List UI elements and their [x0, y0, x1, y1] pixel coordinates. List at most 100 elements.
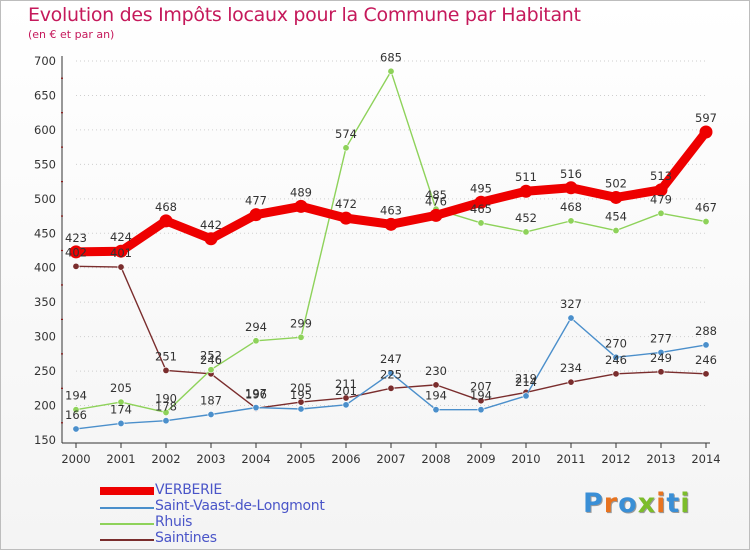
- x-tick-label: 2007: [376, 452, 405, 466]
- data-label: 196: [245, 387, 267, 401]
- data-label: 225: [380, 367, 402, 381]
- y-tick-label: 300: [34, 330, 56, 344]
- data-point: [699, 125, 713, 139]
- y-tick-label: 450: [34, 226, 56, 240]
- x-tick-label: 2002: [151, 452, 180, 466]
- x-tick-label: 2013: [646, 452, 675, 466]
- data-label: 246: [200, 353, 222, 367]
- data-label: 174: [110, 402, 132, 416]
- data-point: [342, 401, 350, 409]
- data-label: 197: [245, 387, 267, 401]
- data-point: [387, 384, 395, 392]
- data-label: 194: [65, 389, 87, 403]
- data-point: [162, 366, 170, 374]
- data-point: [519, 184, 533, 198]
- data-label: 246: [605, 353, 627, 367]
- data-label: 424: [110, 230, 132, 244]
- data-point: [387, 369, 395, 377]
- data-point: [387, 67, 395, 75]
- data-label: 294: [245, 320, 267, 334]
- data-point: [204, 232, 218, 246]
- data-point: [609, 190, 623, 204]
- data-point: [252, 404, 260, 412]
- x-tick-label: 2001: [106, 452, 135, 466]
- x-tick-label: 2003: [196, 452, 225, 466]
- data-point: [474, 195, 488, 209]
- data-point: [432, 381, 440, 389]
- data-point: [339, 211, 353, 225]
- data-label: 277: [650, 331, 672, 345]
- data-label: 454: [605, 210, 627, 224]
- x-tick-label: 2014: [691, 452, 720, 466]
- data-label: 511: [515, 170, 537, 184]
- data-point: [249, 208, 263, 222]
- data-point: [567, 217, 575, 225]
- data-label: 463: [380, 203, 402, 217]
- data-point: [297, 398, 305, 406]
- data-label: 214: [515, 375, 537, 389]
- data-label: 476: [425, 194, 447, 208]
- data-point: [612, 353, 620, 361]
- y-tick-label: 150: [34, 433, 56, 447]
- data-label: 485: [425, 188, 447, 202]
- data-label: 465: [470, 202, 492, 216]
- data-label: 516: [560, 167, 582, 181]
- data-label: 299: [290, 316, 312, 330]
- data-label: 187: [200, 394, 222, 408]
- data-point: [117, 398, 125, 406]
- legend-label: Saint-Vaast-de-Longmont: [155, 498, 325, 514]
- data-point: [162, 408, 170, 416]
- data-label: 246: [695, 353, 717, 367]
- data-point: [72, 425, 80, 433]
- data-label: 401: [110, 246, 132, 260]
- data-point: [477, 406, 485, 414]
- data-label: 219: [515, 371, 537, 385]
- data-label: 472: [335, 197, 357, 211]
- data-label: 574: [335, 127, 357, 141]
- data-label: 247: [380, 352, 402, 366]
- data-point: [477, 219, 485, 227]
- data-point: [69, 245, 83, 259]
- data-label: 178: [155, 400, 177, 414]
- data-label: 452: [515, 211, 537, 225]
- chart-subtitle: (en € et par an): [28, 28, 115, 41]
- chart-title: Evolution des Impôts locaux pour la Comm…: [28, 4, 581, 26]
- x-tick-label: 2012: [601, 452, 630, 466]
- data-label: 234: [560, 361, 582, 375]
- data-point: [117, 419, 125, 427]
- data-point: [384, 217, 398, 231]
- data-point: [297, 333, 305, 341]
- data-point: [207, 411, 215, 419]
- data-label: 327: [560, 297, 582, 311]
- data-label: 166: [65, 408, 87, 422]
- data-label: 205: [110, 381, 132, 395]
- x-tick-label: 2009: [466, 452, 495, 466]
- data-point: [477, 397, 485, 405]
- data-point: [657, 209, 665, 217]
- data-label: 477: [245, 194, 267, 208]
- data-point: [159, 214, 173, 228]
- data-point: [657, 348, 665, 356]
- data-point: [432, 406, 440, 414]
- data-point: [654, 183, 668, 197]
- series-line-verberie: [71, 127, 711, 257]
- data-point: [702, 218, 710, 226]
- x-tick-label: 2006: [331, 452, 360, 466]
- y-tick-label: 350: [34, 295, 56, 309]
- data-label: 467: [695, 201, 717, 215]
- x-tick-label: 2010: [511, 452, 540, 466]
- data-label: 423: [65, 231, 87, 245]
- data-label: 194: [425, 389, 447, 403]
- data-label: 479: [650, 192, 672, 206]
- data-point: [72, 262, 80, 270]
- data-label: 468: [560, 200, 582, 214]
- data-label: 195: [290, 388, 312, 402]
- data-point: [702, 341, 710, 349]
- data-label: 211: [335, 377, 357, 391]
- data-point: [522, 392, 530, 400]
- y-tick-label: 550: [34, 157, 56, 171]
- x-tick-label: 2008: [421, 452, 450, 466]
- legend-swatch: [100, 523, 154, 525]
- data-point: [657, 368, 665, 376]
